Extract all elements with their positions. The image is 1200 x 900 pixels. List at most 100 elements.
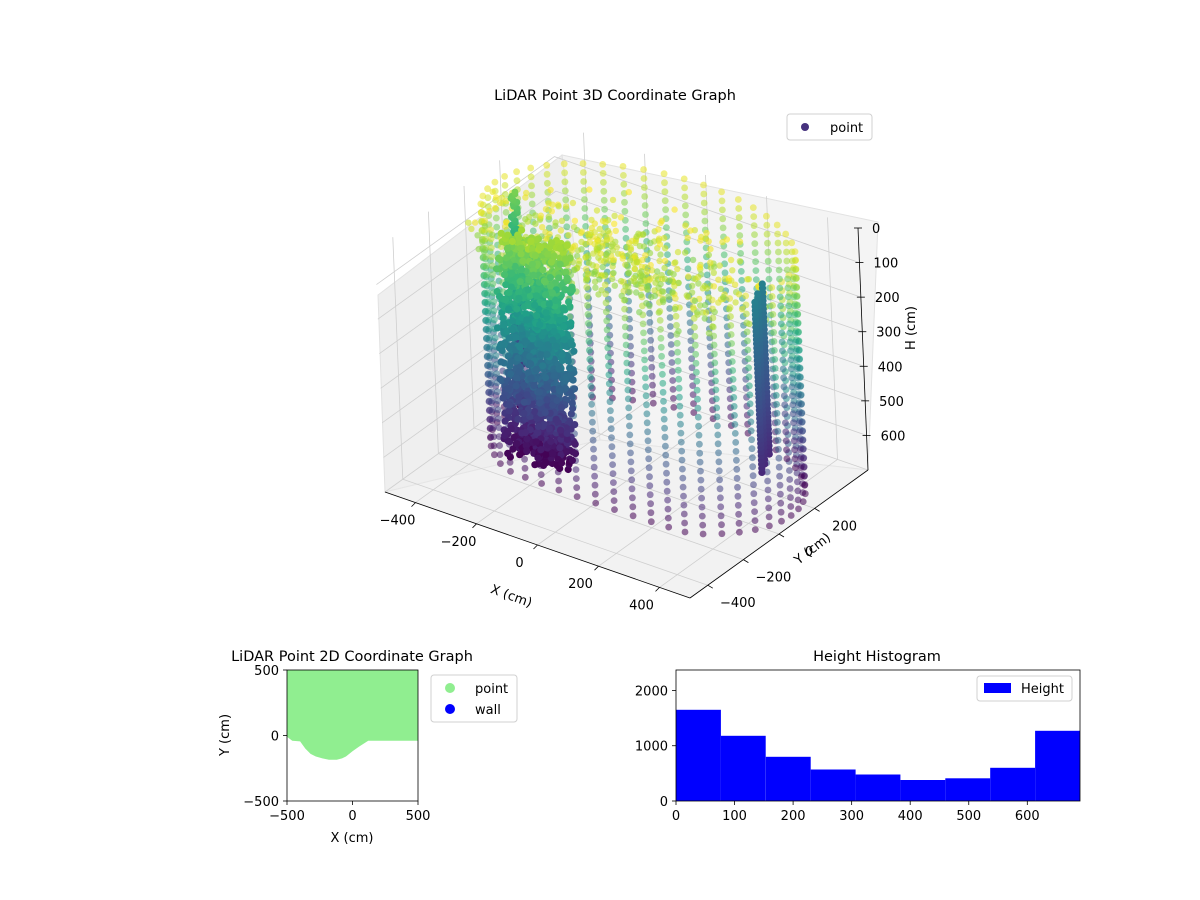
data-point: [532, 438, 540, 446]
z-axis-label-3d: H (cm): [904, 306, 919, 350]
data-point: [657, 343, 665, 351]
data-point: [468, 225, 475, 233]
data-point: [555, 365, 563, 373]
data-point: [764, 477, 771, 485]
data-point: [643, 401, 650, 409]
data-point: [516, 343, 524, 351]
data-point: [599, 170, 607, 177]
data-point: [489, 271, 496, 279]
data-point: [550, 252, 558, 260]
data-point: [609, 461, 616, 468]
data-point: [664, 514, 672, 522]
data-point: [545, 300, 553, 308]
data-point: [568, 456, 577, 464]
data-point: [532, 212, 539, 219]
data-point: [738, 286, 746, 293]
data-point: [751, 249, 759, 256]
data-point: [513, 168, 520, 176]
data-point: [787, 356, 795, 364]
data-point: [491, 334, 499, 342]
data-point: [695, 422, 702, 430]
data-point: [607, 407, 614, 415]
data-point: [527, 173, 535, 181]
data-point: [524, 369, 532, 377]
data-point: [661, 275, 669, 283]
data-point: [668, 350, 675, 357]
data-point: [513, 440, 521, 448]
data-point: [537, 350, 545, 359]
data-point: [715, 299, 722, 306]
data-point: [744, 346, 752, 354]
data-point: [783, 248, 790, 256]
data-point: [789, 257, 796, 265]
data-point: [474, 232, 481, 239]
data-point: [530, 381, 538, 390]
legend-2d-wall-label: wall: [475, 703, 501, 718]
data-point: [656, 241, 664, 248]
data-point: [543, 170, 551, 178]
data-point: [690, 409, 698, 416]
data-point: [626, 440, 634, 448]
data-point: [521, 455, 528, 463]
data-point: [703, 271, 711, 279]
data-point: [705, 330, 713, 337]
data-point: [572, 475, 580, 482]
data-point: [784, 293, 792, 301]
data-point: [585, 329, 593, 336]
data-point: [559, 305, 568, 313]
data-point: [556, 444, 564, 452]
data-point: [505, 334, 513, 342]
data-point: [751, 526, 759, 533]
data-point: [691, 297, 699, 305]
data-point: [532, 220, 539, 227]
z-tick-label-3d: 600: [881, 429, 906, 444]
x-tick-label-hist: 100: [722, 809, 747, 824]
data-point: [665, 293, 672, 300]
data-point: [542, 291, 550, 299]
data-point: [684, 256, 691, 264]
data-point: [777, 499, 785, 507]
data-point: [663, 487, 671, 495]
data-point: [494, 397, 502, 405]
data-point: [573, 493, 581, 500]
data-point: [493, 324, 502, 332]
legend-hist-swatch: [984, 683, 1011, 693]
data-point: [689, 373, 696, 381]
data-point: [556, 244, 564, 253]
data-point: [479, 192, 487, 200]
data-point: [786, 320, 793, 328]
data-point: [492, 265, 501, 273]
data-point: [642, 374, 649, 382]
data-point: [719, 224, 727, 232]
data-point: [622, 341, 630, 349]
grid-line-z: [377, 190, 861, 320]
data-point: [581, 196, 588, 203]
x-tick-label-hist: 0: [672, 809, 680, 824]
data-point: [715, 449, 722, 457]
data-point: [687, 227, 694, 234]
data-point: [660, 234, 668, 242]
data-point: [642, 220, 650, 227]
data-point: [733, 456, 740, 464]
data-point: [647, 336, 655, 344]
data-point: [490, 433, 498, 441]
data-point: [591, 472, 598, 480]
data-point: [626, 251, 633, 258]
data-point: [489, 424, 497, 432]
data-point: [603, 317, 611, 325]
data-point: [622, 225, 629, 233]
data-point: [617, 214, 625, 221]
data-point: [752, 267, 760, 274]
data-point: [479, 238, 486, 246]
data-point: [638, 268, 645, 275]
data-point: [703, 229, 710, 237]
data-point: [714, 431, 722, 439]
data-point: [550, 327, 558, 336]
data-point: [696, 264, 703, 271]
data-point: [787, 365, 795, 373]
data-point: [557, 426, 565, 434]
data-point: [560, 160, 568, 168]
data-point: [537, 212, 544, 219]
data-point: [626, 431, 634, 439]
data-point: [605, 371, 613, 379]
